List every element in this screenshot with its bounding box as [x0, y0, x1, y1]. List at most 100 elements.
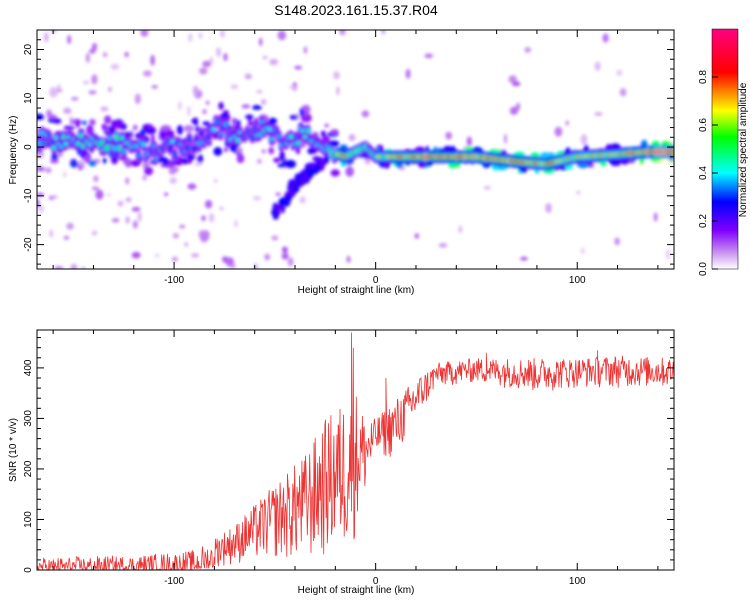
spectrogram-cell	[197, 154, 204, 164]
spectrogram-cell	[70, 161, 79, 168]
spectrogram-cell	[272, 211, 278, 220]
snr-frame	[36, 329, 675, 571]
spectrogram-cell	[509, 106, 518, 115]
spectrogram-cell	[361, 110, 370, 118]
spectrogram-cell	[92, 42, 97, 51]
spectrogram-cell	[131, 206, 141, 212]
spectrogram-cell	[111, 218, 120, 223]
spectrogram-cell	[47, 114, 58, 119]
spectrogram-cell	[151, 85, 158, 89]
spectrogram-cell	[511, 81, 521, 87]
spectrogram-cell	[89, 118, 96, 126]
spectrogram-cell	[299, 107, 304, 117]
chart-title: S148.2023.161.15.37.R04	[274, 2, 438, 18]
spectrogram-cell	[438, 243, 448, 248]
spectrogram-cell	[81, 120, 88, 126]
spectrogram-cell	[257, 132, 262, 137]
spectrogram-cell	[281, 160, 292, 165]
spectrogram-cell	[299, 196, 306, 204]
spectrogram-cell	[51, 145, 56, 150]
spectrogram-cell	[86, 127, 94, 134]
spectrogram-cell	[75, 119, 81, 128]
spectrogram-blobs	[37, 30, 674, 269]
spectrogram-cell	[183, 124, 195, 132]
spectrogram-cell	[241, 104, 251, 109]
spectrogram-cell	[236, 153, 245, 164]
spectrogram-cell	[275, 192, 281, 196]
spectrogram-cell	[580, 134, 588, 145]
spectrogram-cell	[158, 130, 167, 141]
spectrogram-cell	[671, 149, 674, 154]
spectrogram-cell	[277, 163, 287, 168]
colorbar-tick-label: 0.6	[698, 118, 709, 132]
spectrogram-cell	[231, 117, 238, 126]
spectrogram-cell	[554, 126, 563, 137]
spectrogram-cell	[142, 70, 152, 77]
spectrogram-cell	[303, 46, 308, 54]
spectrogram-cell	[37, 166, 45, 172]
spectrogram-frame	[36, 29, 675, 270]
spectrogram-cell	[76, 141, 81, 146]
spectrogram-cell	[278, 197, 285, 207]
spectrogram-cell	[312, 156, 321, 161]
y-tick-label: 100	[23, 511, 34, 528]
spectrogram-cell	[192, 146, 197, 151]
spectrogram-cell	[330, 129, 339, 135]
spectrogram-cell	[44, 167, 52, 174]
spectrogram-cell	[125, 216, 130, 224]
spectrogram-cell	[225, 257, 235, 267]
spectrogram-cell	[516, 102, 521, 111]
spectrogram-cell	[63, 235, 70, 240]
y-tick-label: -20	[23, 237, 34, 252]
spectrogram-cell	[244, 73, 253, 80]
spectrogram-cell	[234, 219, 238, 228]
spectrogram-cell	[37, 141, 42, 146]
colorbar-tick-label: 0.0	[698, 262, 709, 276]
spectrogram-cell	[280, 205, 285, 214]
spectrogram-cell	[82, 80, 90, 85]
spectrogram-cell	[324, 123, 329, 128]
y-tick-label: 400	[23, 359, 34, 376]
spectrogram-cell	[614, 237, 620, 246]
spectrogram-cell	[162, 157, 169, 167]
spectrogram-cell	[253, 262, 259, 269]
spectrogram-cell	[140, 30, 149, 37]
y-tick-label: 20	[23, 44, 34, 56]
spectrogram-cell	[49, 159, 59, 164]
spectrogram-cell	[245, 114, 254, 120]
spectrogram-cell	[107, 86, 112, 93]
spectrogram-cell	[91, 186, 99, 190]
colorbar-label: Normalized spectral amplitude	[738, 82, 749, 217]
spectrogram-cell	[268, 117, 278, 125]
spectrogram-cell	[88, 159, 97, 167]
spectrogram-cell	[220, 30, 225, 38]
spectrogram-cell	[424, 53, 434, 59]
spectrogram-cell	[236, 147, 243, 154]
snr-ticks: -100 0 100 0 100 200 300 400	[23, 330, 674, 587]
spectrogram-cell	[267, 127, 272, 132]
spectrogram-cell	[222, 112, 227, 119]
x-tick-label: 100	[569, 576, 586, 587]
spectrogram-cell	[565, 120, 569, 126]
spectrogram-cell	[197, 141, 202, 146]
spectrogram-cell	[110, 155, 119, 165]
spectrogram-cell	[51, 153, 58, 162]
spectrogram-cell	[37, 113, 44, 120]
spectrogram-cell	[202, 121, 211, 126]
spectrogram-cell	[70, 263, 78, 269]
spectrogram-cell	[93, 175, 99, 183]
spectrogram-cell	[63, 171, 67, 178]
spectrogram-xlabel: Height of straight line (km)	[298, 285, 415, 296]
spectrogram-cell	[508, 75, 518, 84]
y-tick-label: -10	[23, 188, 34, 203]
spectrogram-cell	[260, 99, 267, 105]
spectrogram-cell	[503, 133, 507, 145]
spectrogram-cell	[258, 37, 263, 47]
spectrogram-cell	[168, 168, 177, 175]
spectrogram-cell	[176, 124, 184, 135]
spectrogram-cell	[619, 88, 627, 97]
spectrogram-cell	[71, 97, 79, 101]
spectrogram-cell	[125, 177, 130, 185]
